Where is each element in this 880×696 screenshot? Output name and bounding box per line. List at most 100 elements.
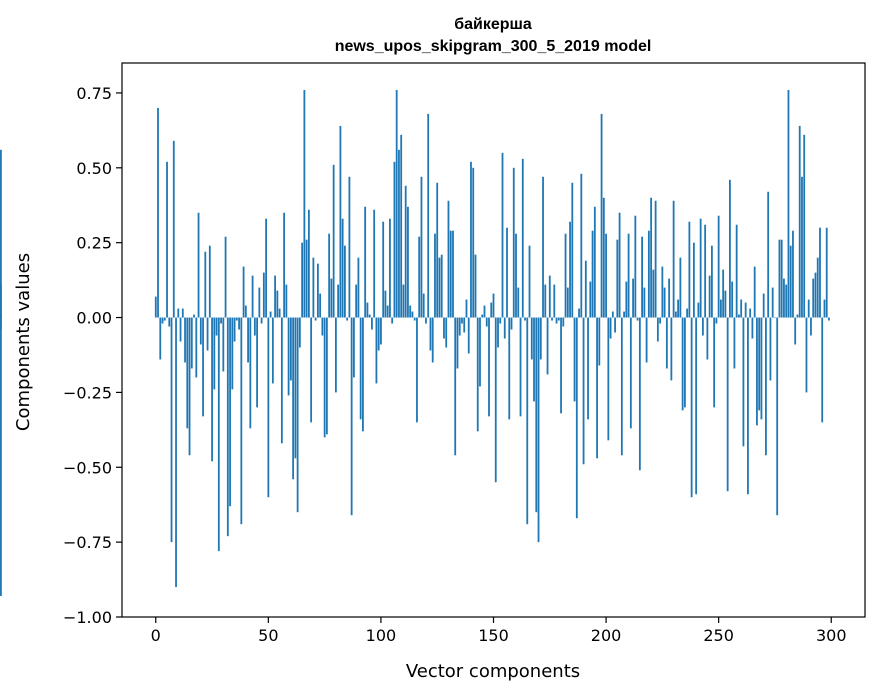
bar-121: [427, 113, 430, 318]
bar-196: [596, 317, 598, 459]
bar-264: [749, 308, 752, 318]
bar-168: [533, 317, 535, 402]
bar-40: [244, 305, 247, 318]
bar-78: [330, 278, 333, 318]
bar-267: [756, 317, 758, 426]
bar-218: [645, 317, 648, 363]
bar-22: [204, 251, 207, 318]
bar-112: [407, 206, 409, 318]
bar-77: [328, 233, 331, 318]
bar-143: [476, 317, 479, 432]
bar-191: [584, 260, 587, 318]
bar-240: [695, 317, 698, 495]
bar-284: [794, 317, 797, 345]
bar-166: [528, 245, 531, 318]
bar-214: [636, 317, 639, 321]
bar-85: [346, 317, 349, 321]
bar-192: [587, 317, 589, 420]
bar-133: [454, 317, 457, 456]
bar-252: [722, 269, 725, 318]
bar-255: [729, 179, 731, 318]
bar-185: [571, 182, 574, 318]
bar-42: [249, 317, 252, 429]
bar-25: [211, 317, 213, 462]
bar-181: [562, 317, 565, 327]
bar-296: [821, 317, 824, 423]
bar-61: [292, 317, 295, 480]
bar-104: [389, 218, 391, 318]
bar-49: [265, 218, 267, 318]
bar-207: [620, 317, 623, 456]
bar-68: [307, 209, 310, 318]
bar-189: [580, 173, 583, 318]
bar-193: [589, 281, 592, 318]
x-tick-label: 200: [591, 626, 622, 645]
bar-140: [470, 161, 472, 318]
x-tick-label: 100: [366, 626, 397, 645]
bar-230: [672, 200, 675, 318]
bar-111: [404, 185, 407, 318]
bar-154: [501, 152, 504, 318]
bar-281: [787, 89, 790, 318]
bar-293: [814, 272, 817, 318]
bar-237: [688, 221, 691, 318]
y-tick-label: −0.75: [63, 533, 112, 552]
chart-title: байкерша: [454, 16, 532, 33]
y-axis-ticks: −1.00 −0.75 −0.50 −0.25 0.00 0.25 0.50 0.75: [63, 84, 122, 627]
bar-158: [510, 317, 513, 330]
bar-271: [765, 317, 767, 456]
bar-103: [386, 305, 389, 318]
bar-122: [429, 317, 432, 351]
bar-132: [452, 230, 454, 318]
bar-4: [163, 317, 166, 321]
bar-128: [443, 317, 445, 339]
bar-161: [517, 287, 520, 318]
bar-225: [661, 266, 664, 318]
x-axis-ticks: 0 50 100 150 200 250 300: [151, 617, 847, 645]
bar-100: [380, 317, 382, 345]
bar-169: [535, 317, 538, 513]
bar-152: [497, 317, 499, 348]
bar-203: [611, 311, 614, 318]
bar-153: [499, 317, 502, 324]
bar-105: [391, 317, 394, 324]
bar-288: [803, 134, 806, 318]
bar-224: [659, 317, 662, 324]
bar-275: [774, 317, 776, 319]
bar-34: [231, 317, 234, 390]
y-tick-label: 0.25: [76, 234, 112, 253]
bar-204: [614, 317, 616, 333]
bar-129: [445, 317, 448, 348]
bar-265: [751, 317, 754, 339]
bar-2: [159, 317, 162, 360]
bar-45: [256, 317, 258, 408]
bar-series: [0, 89, 830, 597]
bar-3: [161, 317, 164, 324]
y-tick-label: −0.25: [63, 383, 112, 402]
bar-15: [188, 317, 191, 456]
bar-10: [177, 308, 180, 318]
bar-0: [154, 296, 157, 318]
bar-undefined: [0, 149, 2, 318]
bar-6: [168, 317, 171, 327]
bar-248: [713, 317, 716, 408]
bar-276: [776, 317, 779, 516]
bar-7: [170, 317, 173, 543]
bar-undefined: [0, 317, 2, 330]
bar-76: [325, 317, 328, 435]
bar-219: [647, 230, 650, 318]
bar-228: [668, 278, 671, 318]
bar-194: [591, 230, 594, 318]
bar-127: [440, 254, 443, 318]
bar-243: [701, 317, 704, 336]
bar-187: [575, 317, 578, 519]
bar-123: [431, 317, 434, 363]
bar-220: [650, 197, 653, 318]
bar-202: [609, 317, 612, 339]
bar-125: [436, 182, 439, 318]
bar-175: [548, 275, 551, 318]
bar-24: [208, 245, 211, 318]
bar-126: [438, 257, 441, 318]
bar-188: [578, 308, 580, 318]
